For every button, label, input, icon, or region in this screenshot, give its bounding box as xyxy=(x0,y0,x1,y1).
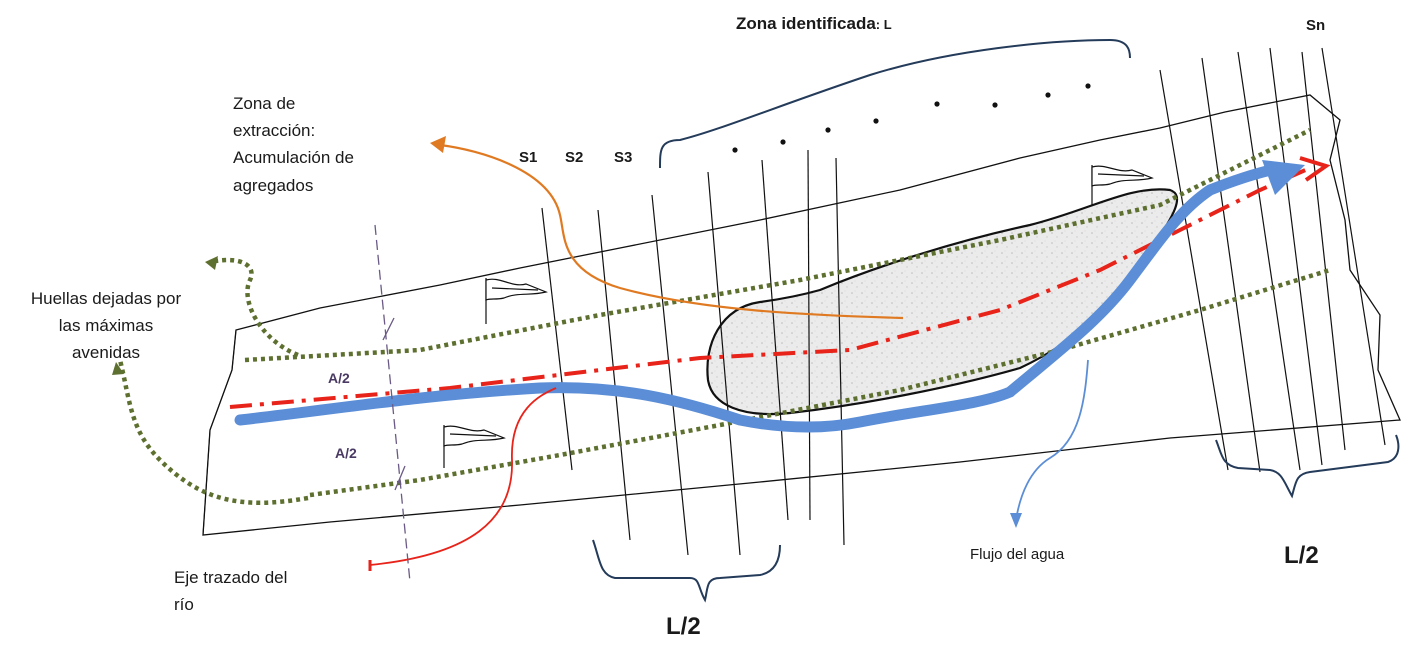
cross-sections-left xyxy=(541,149,845,556)
flood-mark-lines xyxy=(117,127,1331,505)
river-axis-line-1: Eje trazado del xyxy=(174,568,288,587)
extraction-zone-line-4: agregados xyxy=(233,175,314,195)
zone-identified-letter: : L xyxy=(875,17,892,32)
flag-icon xyxy=(443,425,506,468)
flood-marks-line-1: Huellas dejadas por xyxy=(30,289,182,308)
flood-marks-arrowhead-bottom xyxy=(112,362,124,375)
water-flow-pointer-head xyxy=(1010,513,1022,528)
half-length-bottom-label: L/2 xyxy=(666,613,701,640)
zone-identified-text: Zona identificada xyxy=(736,14,876,33)
brace-top xyxy=(659,38,1131,169)
water-flow-label: Flujo del agua xyxy=(970,546,1065,563)
extraction-zone-line-3: Acumulación de xyxy=(233,148,354,168)
water-flow-pointer xyxy=(1015,359,1089,521)
zone-identified-label: Zona identificada: L xyxy=(736,10,892,37)
cross-sections-right xyxy=(1159,47,1386,473)
section-2-label: S2 xyxy=(565,149,584,166)
flood-marks-arrowhead-top xyxy=(205,256,218,270)
brace-bottom-right xyxy=(1215,434,1400,499)
width-measure-line xyxy=(374,224,411,583)
river-axis-pointer xyxy=(369,387,557,566)
section-last-label: Sn xyxy=(1306,17,1326,34)
half-width-top-label: A/2 xyxy=(328,370,350,386)
river-outline xyxy=(202,94,1401,536)
half-length-right-label: L/2 xyxy=(1284,542,1319,569)
section-1-label: S1 xyxy=(519,149,538,166)
extraction-zone-label: Zona de extracción: Acumulación de agreg… xyxy=(233,90,354,199)
flood-marks-line-3: avenidas xyxy=(71,343,141,363)
water-flow-line xyxy=(234,162,1286,433)
flag-icon xyxy=(485,278,548,324)
river-axis-line-2: río xyxy=(174,595,194,615)
river-axis-label: Eje trazado del río xyxy=(174,564,287,618)
water-flow-arrowhead xyxy=(1262,160,1305,195)
flag-icon xyxy=(1091,165,1154,205)
flood-marks-label: Huellas dejadas por las máximas avenidas xyxy=(8,285,204,367)
extraction-zone-line-1: Zona de xyxy=(233,94,296,113)
section-3-label: S3 xyxy=(614,149,633,166)
extraction-zone-line-2: extracción: xyxy=(233,121,316,141)
flood-marks-line-2: las máximas xyxy=(58,316,154,336)
zone-dots xyxy=(732,83,1091,153)
river-axis-arrowhead xyxy=(1299,156,1331,182)
half-width-bottom-label: A/2 xyxy=(335,445,357,461)
extraction-zone-arrow xyxy=(439,143,904,320)
brace-bottom-left xyxy=(592,539,781,603)
river-axis-line xyxy=(229,166,1311,409)
extraction-zone-arrowhead xyxy=(430,136,446,153)
braces xyxy=(592,38,1400,603)
